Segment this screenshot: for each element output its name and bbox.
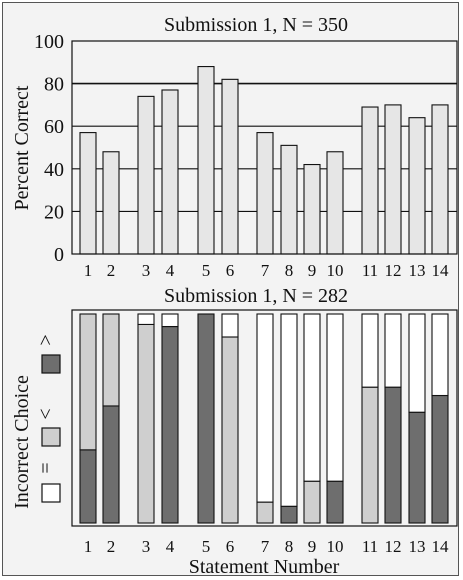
chart2-xtick-label: 3 — [142, 537, 151, 556]
chart2-bar-segment — [280, 313, 298, 507]
chart2-bar-segment — [431, 394, 449, 524]
chart1-bar — [280, 144, 298, 255]
chart1-xtick-label: 3 — [142, 261, 151, 280]
chart1-ytick-label: 0 — [54, 244, 64, 266]
chart2-xtick-label: 12 — [385, 537, 402, 556]
chart1-bar — [384, 104, 402, 255]
chart1-xtick-label: 10 — [327, 261, 344, 280]
chart2-bar-segment — [79, 449, 97, 524]
chart1-ytick-label: 100 — [34, 31, 64, 53]
chart2-bar-segment — [280, 505, 298, 524]
chart1-bar — [408, 117, 426, 255]
chart2-bar-segment — [137, 313, 155, 325]
chart1-ytick-label: 80 — [44, 74, 64, 96]
chart1-xtick-label: 7 — [261, 261, 270, 280]
chart1-bar — [137, 95, 155, 255]
chart1-xtick-label: 6 — [226, 261, 235, 280]
chart2-plot-frame — [71, 309, 458, 527]
chart2-xtick-label: 1 — [84, 537, 93, 556]
chart1-xtick-label: 4 — [166, 261, 175, 280]
chart2-xtick-label: 7 — [261, 537, 270, 556]
chart2-xtick-label: 11 — [362, 537, 378, 556]
chart1-bar — [303, 163, 321, 255]
chart2-bar-segment — [431, 313, 449, 397]
chart2-bar-segment — [256, 501, 274, 524]
chart1-bar — [431, 104, 449, 255]
chart2-bar-segment — [221, 313, 239, 338]
chart2-xtick-label: 8 — [285, 537, 294, 556]
chart1-bar — [361, 106, 379, 255]
chart1-title: Submission 1, N = 350 — [164, 14, 348, 36]
chart2-bar-segment — [361, 386, 379, 524]
chart2-bar-segment — [256, 313, 274, 503]
chart1-bar — [326, 151, 344, 255]
chart2-bar-segment — [197, 313, 215, 524]
chart2-bar-segment — [384, 313, 402, 388]
chart2-legend-swatch — [41, 483, 61, 503]
chart1-xtick-label: 13 — [409, 261, 426, 280]
chart2-bar-segment — [384, 386, 402, 524]
chart2-bar-segment — [137, 323, 155, 524]
chart1-xtick-label: 1 — [84, 261, 93, 280]
chart2-xtick-label: 6 — [226, 537, 235, 556]
chart2-xtick-label: 10 — [327, 537, 344, 556]
chart1-ytick-label: 20 — [44, 201, 64, 223]
chart2-legend-label: < — [35, 408, 57, 419]
chart2-bar-segment — [79, 313, 97, 451]
chart2-legend-swatch — [41, 427, 61, 447]
chart1-bar — [79, 132, 97, 255]
chart2-bar-segment — [221, 336, 239, 524]
chart2-bar-segment — [102, 405, 120, 524]
chart2-legend-swatch — [41, 354, 61, 374]
chart1-ylabel: Percent Correct — [11, 85, 33, 210]
chart2-xtick-label: 9 — [308, 537, 317, 556]
chart1-xtick-label: 11 — [362, 261, 378, 280]
chart2-bar-segment — [361, 313, 379, 388]
chart2-xtick-label: 4 — [166, 537, 175, 556]
chart2-bar-segment — [326, 313, 344, 482]
chart2-legend-label: > — [35, 334, 57, 345]
chart2-title: Submission 1, N = 282 — [164, 285, 348, 307]
chart2-xlabel: Statement Number — [189, 556, 340, 578]
chart1-plot-frame — [71, 40, 458, 255]
chart2-xtick-label: 13 — [409, 537, 426, 556]
chart1-bar — [161, 89, 179, 255]
chart2-bar-segment — [161, 325, 179, 524]
chart2-bar-segment — [303, 313, 321, 482]
chart2-xtick-label: 5 — [202, 537, 211, 556]
chart1-bar — [197, 66, 215, 255]
chart1-bar — [102, 151, 120, 255]
chart2-legend-label: = — [35, 462, 57, 473]
chart2-bar-segment — [408, 313, 426, 413]
chart2-bar-segment — [303, 480, 321, 524]
chart2-xtick-label: 14 — [432, 537, 450, 556]
chart1-xtick-label: 8 — [285, 261, 294, 280]
chart1-xtick-label: 2 — [107, 261, 116, 280]
chart1-bar — [256, 132, 274, 255]
chart1-bar — [221, 78, 239, 255]
chart2-bar-segment — [326, 480, 344, 524]
chart2-bar-segment — [102, 313, 120, 407]
chart2-bar-segment — [161, 313, 179, 328]
chart1-xtick-label: 9 — [308, 261, 317, 280]
chart1-ytick-label: 40 — [44, 159, 64, 181]
chart2-ylabel: Incorrect Choice — [11, 375, 33, 509]
chart1-xtick-label: 5 — [202, 261, 211, 280]
chart2-bar-segment — [408, 411, 426, 524]
chart1-xtick-label: 12 — [385, 261, 402, 280]
chart1-xtick-label: 14 — [432, 261, 450, 280]
chart1-ytick-label: 60 — [44, 116, 64, 138]
chart2-xtick-label: 2 — [107, 537, 116, 556]
